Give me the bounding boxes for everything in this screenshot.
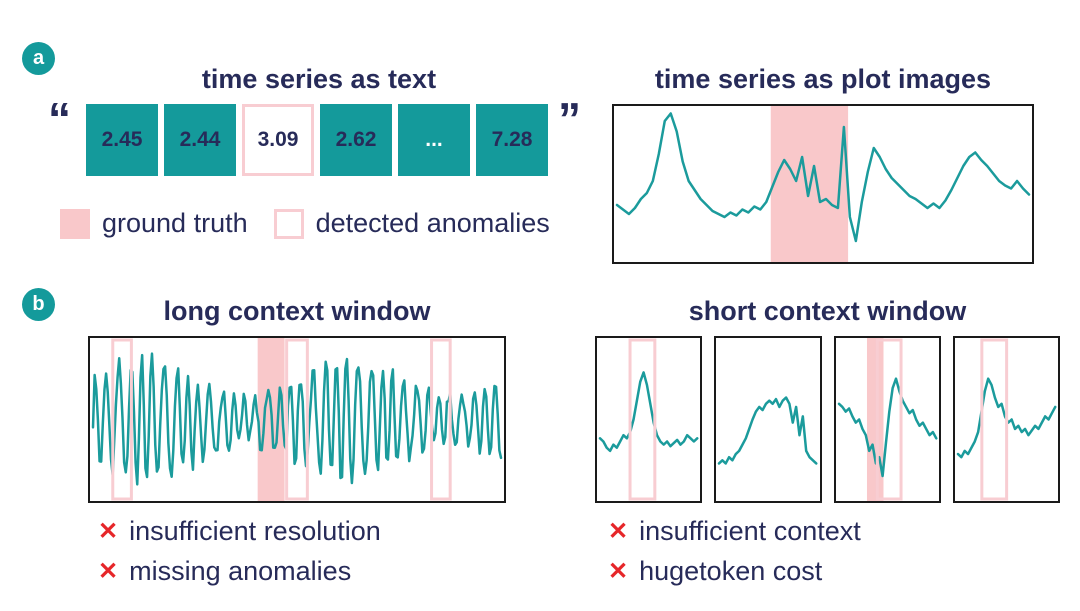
value-cell: 7.28 <box>476 104 548 176</box>
legend: ground truth detected anomalies <box>60 208 550 239</box>
panel-b-badge: b <box>22 288 55 321</box>
ground-truth-label: ground truth <box>102 208 248 238</box>
cross-icon: ✕ <box>98 558 119 585</box>
issue-label: hugetoken cost <box>639 556 823 586</box>
ground-truth-swatch <box>60 208 90 239</box>
cross-icon: ✕ <box>608 558 629 585</box>
issue-row: ✕ hugetoken cost <box>608 556 861 587</box>
detected-anomaly-cell: 3.09 <box>242 104 314 176</box>
detected-anomalies-swatch <box>273 208 304 239</box>
short-window-chart-3 <box>833 336 941 503</box>
issue-row: ✕ insufficient context <box>608 516 861 547</box>
long-context-issues: ✕ insufficient resolution ✕ missing anom… <box>98 516 381 587</box>
issue-row: ✕ missing anomalies <box>98 556 381 587</box>
text-panel-title: time series as text <box>201 64 437 94</box>
short-window-chart-2 <box>714 336 822 503</box>
short-context-title: short context window <box>688 296 967 326</box>
short-context-issues: ✕ insufficient context ✕ hugetoken cost <box>608 516 861 587</box>
cross-icon: ✕ <box>608 518 629 545</box>
value-cell: 2.45 <box>86 104 158 176</box>
plot-images-chart <box>612 104 1034 264</box>
issue-row: ✕ insufficient resolution <box>98 516 381 547</box>
short-window-chart-4 <box>952 336 1060 503</box>
short-context-windows <box>595 336 1060 503</box>
long-context-title: long context window <box>163 296 431 326</box>
issue-label: missing anomalies <box>129 556 352 586</box>
open-quote-mark: “ <box>48 93 71 145</box>
issue-label: insufficient resolution <box>129 516 381 546</box>
panel-a-badge: a <box>22 42 55 75</box>
close-quote-mark: ” <box>558 93 581 145</box>
token-row: 2.45 2.44 3.09 2.62 ... 7.28 <box>86 104 548 176</box>
long-context-chart <box>88 336 506 503</box>
detected-anomalies-label: detected anomalies <box>315 208 550 238</box>
cross-icon: ✕ <box>98 518 119 545</box>
ellipsis-cell: ... <box>398 104 470 176</box>
value-cell: 2.62 <box>320 104 392 176</box>
value-cell: 2.44 <box>164 104 236 176</box>
plot-panel-title: time series as plot images <box>654 64 992 94</box>
short-window-chart-1 <box>595 336 703 503</box>
issue-label: insufficient context <box>639 516 861 546</box>
